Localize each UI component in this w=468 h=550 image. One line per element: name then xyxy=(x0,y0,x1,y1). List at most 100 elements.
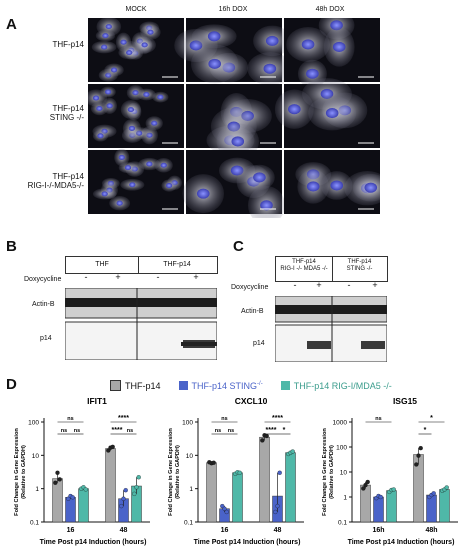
chart-title: IFIT1 xyxy=(87,396,107,406)
y-tick-label: 10 xyxy=(32,453,40,460)
data-point xyxy=(224,509,229,515)
y-tick-label: 0.1 xyxy=(184,520,193,527)
y-tick-label: 100 xyxy=(182,420,193,427)
significance-label: ns xyxy=(215,428,221,434)
micrograph-tile xyxy=(88,148,184,214)
significance-label: * xyxy=(430,415,433,422)
data-point xyxy=(134,485,139,490)
western-blot-b: THF THF-p14 Doxycycline - + - + Actin-B … xyxy=(24,256,225,366)
x-axis-label: Time Post p14 Induction (hours) xyxy=(194,539,301,546)
x-tick-label: 48 xyxy=(274,527,282,534)
chart-title: CXCL10 xyxy=(235,396,268,406)
panel-letter-b: B xyxy=(6,238,17,255)
data-point xyxy=(222,506,227,511)
lane-4: + xyxy=(193,272,199,282)
y-tick-label: 1 xyxy=(189,486,193,493)
y-tick-label: 10 xyxy=(186,453,194,460)
legend-item-sting: THF-p14 STING-/- xyxy=(178,380,263,391)
data-point xyxy=(260,438,265,443)
lane-c-2: + xyxy=(316,280,322,290)
legend-swatch-gray xyxy=(110,380,121,391)
lane-2: + xyxy=(115,272,121,282)
western-blot-c: THF-p14 RIG-I -/- MDA5 -/- THF-p14 STING -… xyxy=(231,256,460,366)
data-point xyxy=(106,448,111,453)
panel-letter-a: A xyxy=(6,16,17,33)
legend-item-rig-mda5: THF-p14 RIG-I/MDA5 -/- xyxy=(280,380,392,391)
bar xyxy=(65,497,76,523)
blot-image-c xyxy=(275,296,387,362)
bar xyxy=(360,484,371,523)
panel-letter-c: C xyxy=(233,238,244,255)
data-point xyxy=(277,470,282,475)
group-label-sting: THF-p14 STING -/- xyxy=(332,256,388,282)
legend-swatch-teal xyxy=(280,381,290,390)
bar xyxy=(439,489,450,523)
group-label-thf-p14: THF-p14 xyxy=(137,256,218,274)
x-tick-label: 48 xyxy=(120,527,128,534)
x-tick-label: 16h xyxy=(372,527,384,534)
bar xyxy=(105,448,116,523)
x-tick-label: 16 xyxy=(221,527,229,534)
chart-legend: THF-p14 THF-p14 STING-/- THF-p14 RIG-I/M… xyxy=(110,380,392,391)
y-tick-label: 0.1 xyxy=(30,520,39,527)
lane-c-1: - xyxy=(293,280,297,290)
bar xyxy=(206,462,217,523)
data-point xyxy=(237,470,242,475)
column-header-mock: MOCK xyxy=(125,6,147,13)
y-tick-label: 10 xyxy=(340,470,348,477)
row-label-3: THF-p14 RIG-I-/-MDA5-/- xyxy=(27,172,84,190)
data-point xyxy=(273,509,278,515)
micrograph-tile xyxy=(174,18,293,86)
data-point xyxy=(363,482,368,488)
significance-label: **** xyxy=(266,427,277,434)
column-header-16h: 16h DOX xyxy=(218,6,248,13)
legend-label: THF-p14 RIG-I/MDA5 -/- xyxy=(293,380,392,391)
bar xyxy=(78,488,89,523)
bar xyxy=(52,478,63,523)
data-point xyxy=(264,433,269,439)
data-point xyxy=(431,491,436,496)
data-point xyxy=(414,462,419,467)
band-label-p14: p14 xyxy=(40,335,52,342)
significance-label: **** xyxy=(112,427,123,434)
data-point xyxy=(53,480,58,485)
y-tick-label: 1 xyxy=(343,495,347,502)
band-label-p14-c: p14 xyxy=(253,340,265,347)
y-axis-label: Fold Change in Gene Expression(Relative … xyxy=(14,428,27,516)
x-tick-label: 16 xyxy=(67,527,75,534)
group-label-thf: THF xyxy=(65,256,139,274)
micrograph-tile xyxy=(274,78,380,148)
group-label-rig-mda5: THF-p14 RIG-I -/- MDA5 -/- xyxy=(275,256,333,282)
lane-3: - xyxy=(156,272,160,282)
bar xyxy=(259,436,270,523)
bar xyxy=(386,490,397,523)
micrograph-tile xyxy=(182,150,286,218)
x-tick-label: 48h xyxy=(425,527,437,534)
micrograph-tile xyxy=(284,150,380,214)
significance-label: ns xyxy=(127,428,133,434)
data-point xyxy=(361,486,366,491)
lane-c-4: + xyxy=(372,280,378,290)
lane-c-3: - xyxy=(347,280,351,290)
significance-label: * xyxy=(424,427,427,434)
significance-label: * xyxy=(283,427,286,434)
x-axis-label: Time Post p14 Induction (hours) xyxy=(348,539,455,546)
y-tick-label: 1000 xyxy=(333,420,348,427)
row-label-1: THF-p14 xyxy=(52,40,84,49)
micrograph-tile xyxy=(284,18,380,88)
significance-label: ns xyxy=(228,428,234,434)
data-point xyxy=(418,445,423,451)
band-label-actin: Actin-B xyxy=(32,301,55,308)
micrograph-tile xyxy=(186,84,282,160)
column-header-48h: 48h DOX xyxy=(315,6,345,13)
data-point xyxy=(119,503,124,509)
microscopy-grid xyxy=(88,18,380,218)
bar xyxy=(373,496,384,523)
data-point xyxy=(391,487,396,492)
y-tick-label: 0.1 xyxy=(338,520,347,527)
data-point xyxy=(275,503,280,509)
legend-swatch-blue xyxy=(178,381,188,390)
data-point xyxy=(136,475,141,480)
